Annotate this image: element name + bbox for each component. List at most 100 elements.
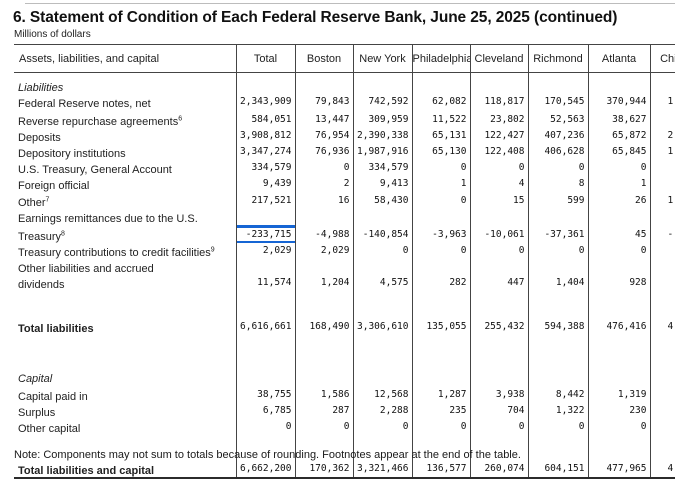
value-cell: 8 <box>527 176 588 192</box>
value-cell: 0 <box>294 160 353 176</box>
value-cell: 0 <box>527 160 588 176</box>
value-cell <box>411 435 470 459</box>
clipped-value-cell <box>649 435 675 459</box>
value-cell: 23,802 <box>469 110 528 128</box>
value-cell: 4 <box>469 176 528 192</box>
row-label: Other7 <box>18 196 50 209</box>
value-cell: 604,151 <box>527 459 588 478</box>
value-cell <box>294 259 353 275</box>
value-cell <box>352 435 412 459</box>
clipped-value-cell <box>649 110 675 128</box>
value-cell: 6,785 <box>235 403 295 419</box>
clipped-value-cell: 4 <box>649 459 675 478</box>
value-cell <box>352 259 412 275</box>
value-cell: 0 <box>587 160 650 176</box>
value-cell: 3,908,812 <box>235 128 295 144</box>
value-cell: 1 <box>587 176 650 192</box>
value-cell <box>527 335 588 369</box>
value-cell <box>587 335 650 369</box>
column-header-richmond: Richmond <box>527 44 588 73</box>
value-cell <box>587 72 650 94</box>
table-row: Total liabilities 6,616,661 168,490 3,306,6… <box>14 317 675 335</box>
table-row: Capital paid in 38,755 1,586 12,568 1,287 3,9… <box>14 385 675 403</box>
value-cell: 477,965 <box>587 459 650 478</box>
value-cell: 79,843 <box>294 94 353 110</box>
value-cell <box>294 72 353 94</box>
spacer-row <box>14 291 675 317</box>
value-cell: 6,662,200 <box>235 459 295 478</box>
value-cell: 168,490 <box>294 317 353 335</box>
value-cell <box>469 72 528 94</box>
clipped-value-cell <box>649 419 675 435</box>
value-cell <box>235 259 295 275</box>
clipped-value-cell: - <box>649 225 675 243</box>
row-label: Capital paid in <box>18 391 88 403</box>
table-row: dividends 11,574 1,204 4,575 282 447 1,404 928 <box>14 275 675 291</box>
row-label: Capital <box>18 373 53 385</box>
value-cell: 52,563 <box>527 110 588 128</box>
row-label: Treasury contributions to credit facilit… <box>18 246 215 259</box>
value-cell: 0 <box>527 243 588 259</box>
table-row: Depository institutions 3,347,274 76,936 1,… <box>14 144 675 160</box>
value-cell: 235 <box>411 403 470 419</box>
value-cell <box>411 369 470 385</box>
value-cell: 0 <box>411 419 470 435</box>
value-cell: 0 <box>352 419 412 435</box>
value-cell: 0 <box>469 160 528 176</box>
value-cell: 76,954 <box>294 128 353 144</box>
value-cell: 0 <box>411 160 470 176</box>
row-label: Deposits <box>18 132 61 144</box>
value-cell: 16 <box>294 192 353 209</box>
row-label: Other capital <box>18 423 81 435</box>
column-header-cleveland: Cleveland <box>469 44 528 73</box>
value-cell <box>527 209 588 225</box>
value-cell: 217,521 <box>235 192 295 209</box>
clipped-value-cell: 1 <box>649 94 675 110</box>
value-cell <box>352 72 412 94</box>
table-row: Treasury contributions to credit facilit… <box>14 243 675 259</box>
value-cell: 584,051 <box>235 110 295 128</box>
value-cell: 0 <box>411 243 470 259</box>
value-cell: 704 <box>469 403 528 419</box>
row-label: Total liabilities and capital <box>18 465 155 477</box>
table-row: Reverse repurchase agreements6 584,051 13,… <box>14 110 675 128</box>
value-cell: 65,130 <box>411 144 470 160</box>
value-cell: 0 <box>352 243 412 259</box>
clipped-value-cell <box>649 291 675 317</box>
value-cell <box>235 72 295 94</box>
value-cell: 407,236 <box>527 128 588 144</box>
clipped-value-cell <box>649 176 675 192</box>
footnote-ref: 9 <box>210 246 215 254</box>
value-cell: 58,430 <box>352 192 412 209</box>
value-cell: 76,936 <box>294 144 353 160</box>
table-note: Note: Components may not sum to totals b… <box>14 449 521 461</box>
footnote-ref: 6 <box>178 115 183 123</box>
clipped-value-cell <box>649 243 675 259</box>
value-cell: 260,074 <box>469 459 528 478</box>
value-cell: 8,442 <box>527 385 588 403</box>
row-label: Foreign official <box>18 180 90 192</box>
clipped-value-cell <box>649 385 675 403</box>
value-cell: 1,204 <box>294 275 353 291</box>
value-cell <box>352 291 412 317</box>
clipped-value-cell <box>649 275 675 291</box>
value-cell <box>587 435 650 459</box>
clipped-value-cell: 1 <box>649 192 675 209</box>
page-top-divider <box>25 3 675 4</box>
clipped-value-cell <box>649 403 675 419</box>
value-cell <box>294 291 353 317</box>
value-cell: 135,055 <box>411 317 470 335</box>
value-cell: 1,404 <box>527 275 588 291</box>
statement-table: Assets, liabilities, and capital Total Bo… <box>14 44 675 479</box>
value-cell: 0 <box>469 419 528 435</box>
value-cell: -10,061 <box>469 225 528 243</box>
value-cell: 11,574 <box>235 275 295 291</box>
table-row: Treasury8 -233,715 -4,988 -140,854 -3,963 -10… <box>14 225 675 243</box>
value-cell <box>527 291 588 317</box>
value-cell: 9,439 <box>235 176 295 192</box>
value-cell <box>469 369 528 385</box>
clipped-value-cell <box>649 335 675 369</box>
value-cell: 1 <box>411 176 470 192</box>
row-label: Treasury8 <box>18 230 65 243</box>
value-cell <box>587 259 650 275</box>
